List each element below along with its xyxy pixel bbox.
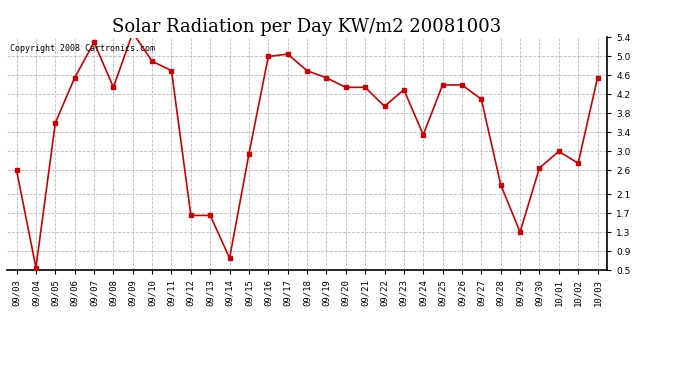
- Text: Copyright 2008 Cartronics.com: Copyright 2008 Cartronics.com: [10, 45, 155, 54]
- Title: Solar Radiation per Day KW/m2 20081003: Solar Radiation per Day KW/m2 20081003: [112, 18, 502, 36]
